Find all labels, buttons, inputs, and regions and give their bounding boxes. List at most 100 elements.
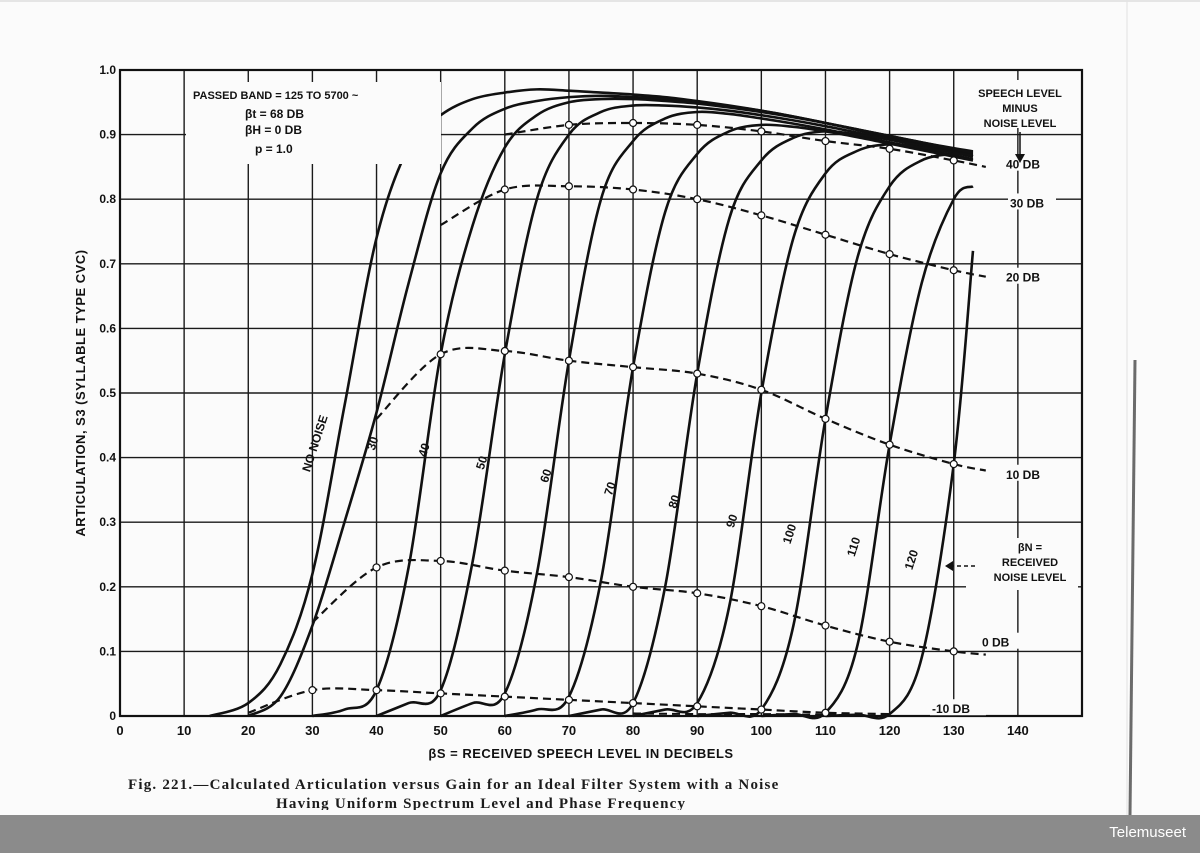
legend-title-line: MINUS (1002, 103, 1037, 115)
contour-point (757, 385, 766, 394)
x-axis-label: βS = RECEIVED SPEECH LEVEL IN DECIBELS (428, 746, 733, 761)
series-label: 80 (665, 493, 683, 510)
y-tick-label: 0.3 (99, 515, 116, 529)
contour-point (757, 705, 766, 714)
noise-label-line: NOISE LEVEL (994, 572, 1067, 584)
page-edge-shadow (1128, 359, 1137, 816)
contour-point (564, 695, 574, 704)
contour-label: 30 DB (1010, 196, 1044, 210)
x-tick-label: 80 (626, 723, 640, 738)
plot-area: 0 10 20 30 40 50 60 70 80 90 100 110 120 130 140 0 0.1 0.… (73, 63, 1084, 761)
contour-point (757, 211, 766, 220)
contour-point (693, 369, 702, 378)
series-line (825, 250, 975, 720)
contour-point (436, 689, 445, 698)
contour-point (693, 120, 702, 130)
x-tick-label: 0 (116, 723, 123, 738)
x-tick-label: 40 (369, 723, 383, 738)
y-tick-label: 0.6 (99, 321, 116, 335)
contour-line (375, 346, 987, 472)
legend-arrowhead (1015, 154, 1025, 163)
series-label: 40 (415, 441, 433, 458)
contour-point (500, 566, 509, 575)
contour-line (633, 712, 858, 716)
bottom-bar (0, 815, 1200, 853)
contour-line (440, 184, 987, 278)
x-tick-label: 90 (690, 723, 704, 738)
series-label: 120 (902, 548, 922, 572)
contour-point (500, 346, 509, 356)
contour-point (308, 686, 317, 695)
noise-label-line: βN = (1018, 542, 1042, 554)
series-label: 100 (780, 522, 800, 546)
x-tick-label: 10 (177, 723, 191, 738)
contour-point (757, 127, 766, 136)
annotation-line: PASSED BAND = 125 TO 5700 ~ (193, 90, 359, 102)
contour-point (949, 266, 958, 275)
contour-label: 40 DB (1006, 158, 1040, 172)
legend-title-bg (960, 80, 1078, 128)
contour-line (311, 558, 986, 656)
series-label: 110 (844, 535, 863, 558)
contour-label-bg (1004, 154, 1052, 171)
x-tick-label: 120 (879, 723, 901, 738)
contour-point (821, 621, 830, 630)
contour-point (821, 230, 830, 239)
series-label: 70 (601, 480, 619, 497)
contour-line (504, 121, 987, 168)
y-tick-label: 0.7 (99, 257, 116, 271)
contour-point (564, 120, 574, 130)
contour-point (564, 182, 574, 191)
x-tick-label: 20 (241, 723, 255, 738)
figure-caption: Fig. 221.—Calculated Articulation versus… (128, 776, 1128, 810)
y-tick-label: 0.1 (99, 644, 116, 658)
contour-point (821, 414, 830, 423)
contour-label-bg (1004, 267, 1052, 284)
contour-point (693, 589, 702, 598)
contour-point (949, 459, 958, 469)
annotation-line: p = 1.0 (255, 142, 293, 156)
contour-point (372, 686, 381, 695)
watermark: Telemuseet (1109, 824, 1186, 841)
x-tick-label: 50 (433, 723, 447, 738)
series-line (761, 185, 974, 720)
contour-point (628, 118, 638, 128)
contour-point (757, 602, 766, 611)
contour-point (628, 582, 638, 591)
series-label: 90 (723, 512, 741, 529)
series-label: 30 (364, 435, 382, 452)
y-tick-label: 0.9 (99, 128, 116, 142)
annotation-line: βt = 68 DB (245, 107, 304, 121)
series-label: 60 (537, 467, 555, 484)
y-axis-label: ARTICULATION, S3 (SYLLABLE TYPE CVC) (73, 249, 88, 536)
x-tick-label: 140 (1007, 723, 1029, 738)
x-tick-label: 30 (305, 723, 319, 738)
contour-point (885, 250, 894, 259)
contour-point (628, 363, 638, 372)
noise-arrowhead (945, 561, 953, 571)
contour-point (821, 136, 830, 146)
y-tick-label: 1.0 (99, 63, 116, 77)
y-tick-label: 0.5 (99, 386, 116, 400)
series-line (312, 97, 974, 718)
contour-label-bg (930, 699, 986, 716)
contour-point (949, 647, 958, 656)
contour-point (885, 144, 894, 153)
contour-label-bg (1008, 193, 1056, 210)
contour-label: 20 DB (1006, 271, 1040, 285)
contour-point (885, 637, 894, 646)
x-tick-label: 60 (498, 723, 512, 738)
annotation-line: βH = 0 DB (245, 123, 302, 137)
x-tick-label: 110 (815, 723, 836, 738)
y-tick-label: 0.8 (99, 192, 116, 206)
contour-point (500, 185, 509, 194)
contour-point (949, 156, 958, 165)
contour-point (564, 356, 574, 365)
contour-label: -10 DB (932, 702, 970, 716)
y-tick-label: 0 (109, 709, 116, 723)
caption-line-1: Fig. 221.—Calculated Articulation versus… (128, 777, 780, 793)
plot-frame (118, 68, 1084, 718)
contour-point (821, 708, 830, 717)
y-tick-label: 0.2 (99, 580, 116, 594)
